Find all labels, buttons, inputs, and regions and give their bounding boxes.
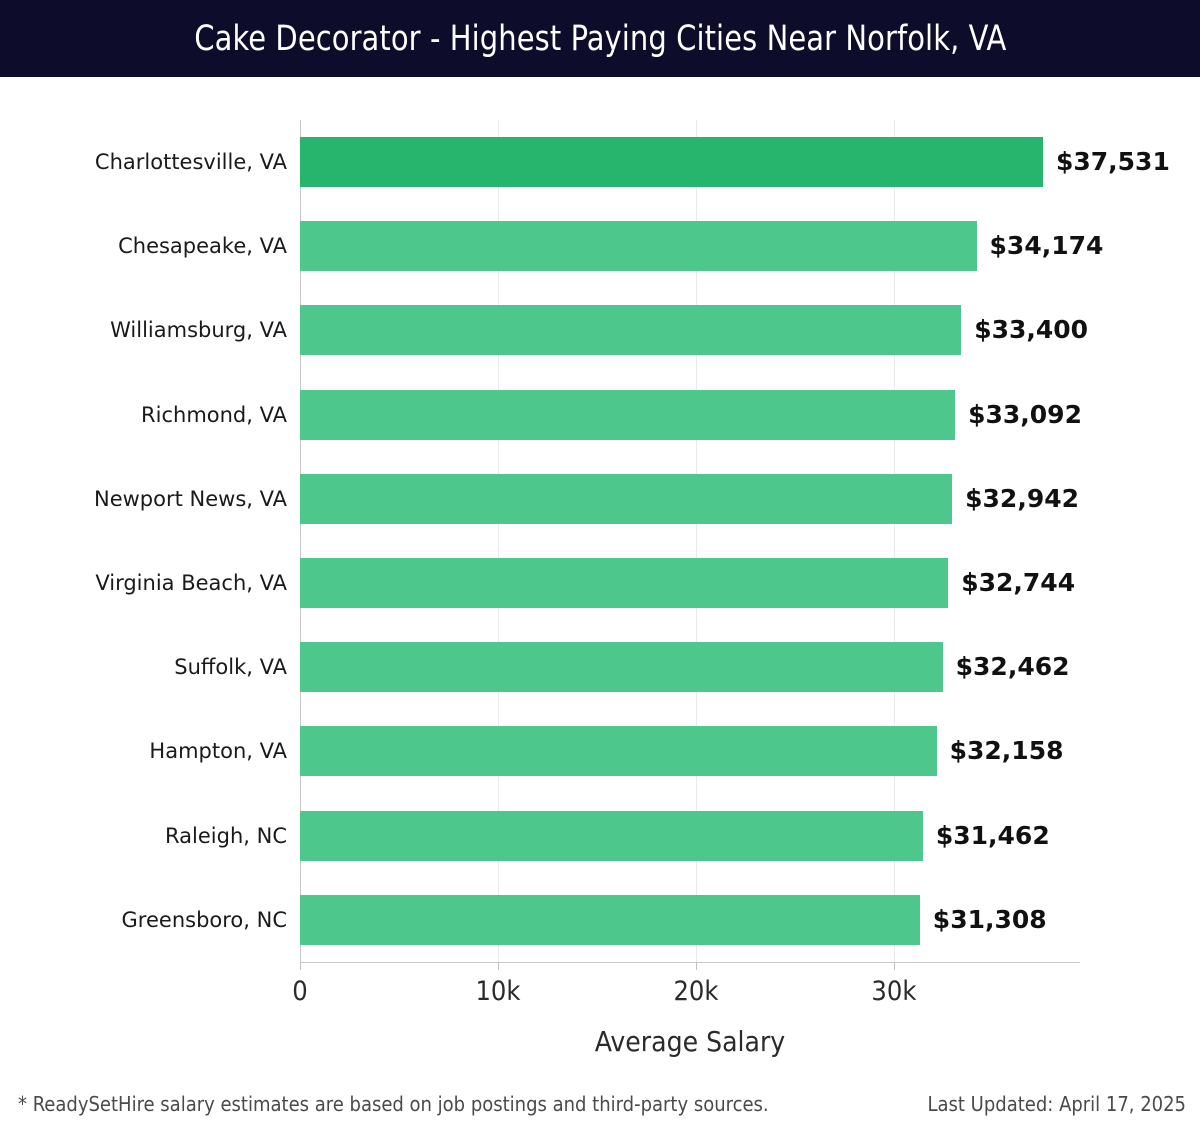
bar[interactable] (300, 558, 949, 608)
bar-row[interactable]: $32,158 (300, 709, 1200, 793)
x-axis-line (300, 962, 1080, 963)
y-axis-category-label: Raleigh, NC (165, 823, 287, 848)
bar-row[interactable]: $34,174 (300, 204, 1200, 288)
bar-row[interactable]: $32,942 (300, 457, 1200, 541)
y-axis-category-label: Greensboro, NC (121, 907, 287, 932)
bar[interactable] (300, 726, 937, 777)
bar[interactable] (300, 305, 962, 356)
bar-row[interactable]: $33,400 (300, 288, 1200, 372)
x-axis-label: Average Salary (594, 1025, 786, 1058)
x-axis-tick-label: 10k (475, 976, 521, 1007)
y-axis-category-label: Newport News, VA (93, 486, 287, 511)
bar-value-label: $34,174 (989, 231, 1104, 261)
footer-last-updated: Last Updated: April 17, 2025 (927, 1092, 1187, 1116)
y-axis-category-label: Chesapeake, VA (118, 234, 287, 259)
x-axis-tick (695, 962, 697, 970)
bar[interactable] (300, 137, 1043, 187)
bar-value-label: $32,158 (949, 736, 1064, 766)
y-axis-category-label: Charlottesville, VA (94, 150, 287, 174)
bar-row[interactable]: $31,308 (300, 878, 1200, 962)
gridline (695, 120, 697, 962)
bar[interactable] (300, 221, 977, 272)
page-title: Cake Decorator - Highest Paying Cities N… (193, 18, 1007, 59)
bar-value-label: $33,092 (968, 399, 1082, 429)
bar-chart-plot-area: $37,531 $34,174 $33,400 $33,092 $32,942 $32,7… (292, 120, 1170, 1058)
x-axis-tick (497, 962, 499, 970)
y-axis-line (300, 120, 301, 962)
bar-value-label: $32,744 (961, 568, 1076, 597)
bar-row[interactable]: $32,744 (300, 541, 1200, 625)
x-axis-tick-label: 30k (871, 976, 917, 1007)
x-axis-tick (893, 962, 895, 970)
bar-value-label: $33,400 (974, 315, 1089, 345)
gridline (497, 120, 499, 962)
x-axis-tick-label: 0 (292, 976, 308, 1007)
bar-row[interactable]: $33,092 (300, 373, 1200, 457)
bar-row[interactable]: $31,462 (300, 794, 1200, 878)
y-axis-category-label: Suffolk, VA (174, 655, 287, 680)
y-axis-category-label: Hampton, VA (149, 739, 287, 764)
x-axis-tick (300, 962, 301, 970)
y-axis-category-label: Richmond, VA (141, 402, 287, 427)
bar-row[interactable]: $37,531 (300, 120, 1200, 204)
bar-value-label: $31,462 (935, 820, 1050, 850)
bar-value-label: $31,308 (932, 904, 1047, 934)
bar-value-label: $32,942 (965, 483, 1080, 513)
bar-value-label: $32,462 (955, 652, 1070, 682)
y-axis-category-label: Williamsburg, VA (110, 318, 287, 343)
bar[interactable] (300, 810, 923, 861)
bar[interactable] (300, 642, 943, 693)
bar-value-label: $37,531 (1055, 147, 1170, 176)
footer-disclaimer: * ReadySetHire salary estimates are base… (18, 1092, 769, 1116)
gridline (893, 120, 895, 962)
bar[interactable] (300, 473, 953, 524)
bar[interactable] (300, 389, 956, 440)
bar[interactable] (300, 894, 920, 945)
x-axis-tick-label: 20k (673, 976, 719, 1007)
bar-row[interactable]: $32,462 (300, 625, 1200, 709)
y-axis-category-label: Virginia Beach, VA (95, 571, 287, 595)
chart-header-bar: Cake Decorator - Highest Paying Cities N… (0, 0, 1200, 77)
